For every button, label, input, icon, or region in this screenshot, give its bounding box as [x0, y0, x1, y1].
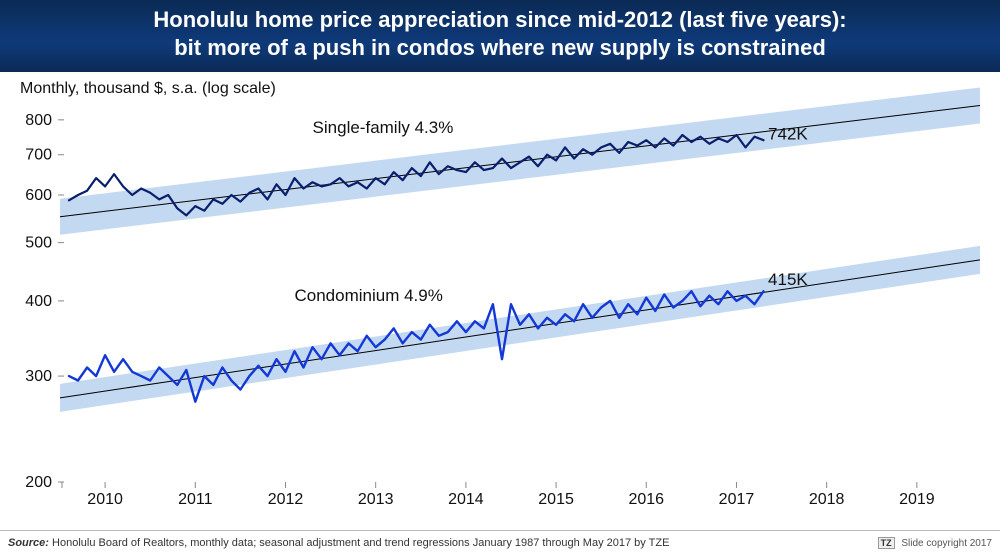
footer-right: TZ Slide copyright 2017 — [878, 537, 992, 549]
title-line-2: bit more of a push in condos where new s… — [20, 34, 980, 62]
svg-text:2010: 2010 — [87, 491, 123, 508]
condominium-end-label: 415K — [768, 270, 808, 289]
copyright-text: Slide copyright 2017 — [901, 538, 992, 549]
svg-text:2016: 2016 — [628, 491, 664, 508]
svg-text:2019: 2019 — [899, 491, 935, 508]
source-text: Honolulu Board of Realtors, monthly data… — [49, 537, 669, 549]
slide-header: Honolulu home price appreciation since m… — [0, 0, 1000, 72]
svg-text:200: 200 — [25, 474, 52, 491]
svg-text:2017: 2017 — [719, 491, 755, 508]
condominium-label: Condominium 4.9% — [295, 286, 443, 305]
single_family-label: Single-family 4.3% — [313, 118, 454, 137]
svg-text:2013: 2013 — [358, 491, 394, 508]
chart-area: Monthly, thousand $, s.a. (log scale) 20… — [0, 72, 1000, 530]
svg-text:2012: 2012 — [268, 491, 304, 508]
svg-text:2015: 2015 — [538, 491, 574, 508]
footer: Source: Honolulu Board of Realtors, mont… — [0, 530, 1000, 560]
chart-svg: 200 300 400 500 600 700 800 2010 2011 2012 2013 201… — [0, 72, 1000, 530]
svg-text:300: 300 — [25, 368, 52, 385]
condominium-trend — [60, 260, 980, 398]
svg-text:700: 700 — [25, 147, 52, 164]
svg-text:600: 600 — [25, 187, 52, 204]
source-label: Source: — [8, 537, 49, 549]
svg-text:2011: 2011 — [178, 491, 213, 508]
svg-text:400: 400 — [25, 293, 52, 310]
svg-text:2018: 2018 — [809, 491, 845, 508]
tz-badge: TZ — [878, 537, 895, 549]
title-line-1: Honolulu home price appreciation since m… — [20, 6, 980, 34]
single_family-end-label: 742K — [768, 124, 808, 143]
svg-text:800: 800 — [25, 112, 52, 129]
svg-text:2014: 2014 — [448, 491, 484, 508]
svg-text:500: 500 — [25, 235, 52, 252]
